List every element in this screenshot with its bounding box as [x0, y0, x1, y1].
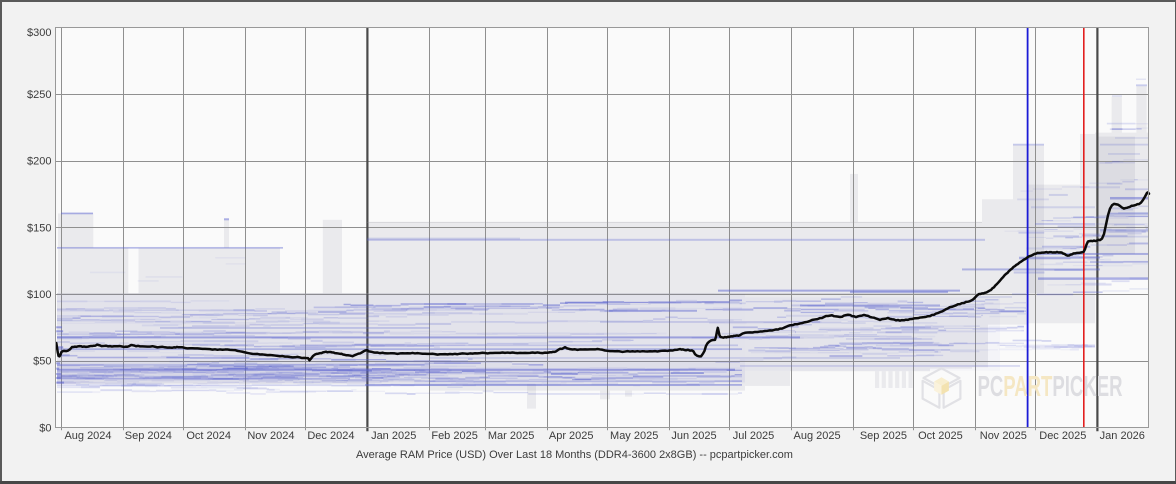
svg-text:Oct 2025: Oct 2025 — [918, 430, 963, 442]
svg-text:Dec 2024: Dec 2024 — [307, 430, 354, 442]
svg-text:Nov 2025: Nov 2025 — [980, 430, 1027, 442]
svg-text:$150: $150 — [27, 222, 51, 234]
svg-text:$250: $250 — [27, 89, 51, 101]
svg-text:Aug 2024: Aug 2024 — [64, 430, 111, 442]
svg-text:Oct 2024: Oct 2024 — [186, 430, 231, 442]
svg-text:$300: $300 — [27, 27, 51, 39]
svg-text:PCPARTPICKER: PCPARTPICKER — [978, 371, 1123, 403]
svg-text:Sep 2025: Sep 2025 — [860, 430, 907, 442]
svg-text:$0: $0 — [39, 422, 51, 434]
svg-text:$50: $50 — [33, 356, 51, 368]
svg-text:May 2025: May 2025 — [610, 430, 658, 442]
svg-text:Aug 2025: Aug 2025 — [794, 430, 841, 442]
svg-text:Dec 2025: Dec 2025 — [1039, 430, 1086, 442]
svg-text:Jun 2025: Jun 2025 — [671, 430, 716, 442]
svg-text:Mar 2025: Mar 2025 — [488, 430, 534, 442]
svg-text:Jan 2025: Jan 2025 — [371, 430, 416, 442]
svg-text:Sep 2024: Sep 2024 — [125, 430, 172, 442]
svg-text:Nov 2024: Nov 2024 — [247, 430, 294, 442]
svg-text:Feb 2025: Feb 2025 — [431, 430, 477, 442]
svg-text:Jan 2026: Jan 2026 — [1100, 430, 1145, 442]
svg-text:Apr 2025: Apr 2025 — [549, 430, 594, 442]
svg-text:$100: $100 — [27, 289, 51, 301]
svg-text:Jul 2025: Jul 2025 — [733, 430, 775, 442]
svg-text:$200: $200 — [27, 156, 51, 168]
svg-text:Average RAM Price (USD) Over L: Average RAM Price (USD) Over Last 18 Mon… — [356, 449, 793, 461]
